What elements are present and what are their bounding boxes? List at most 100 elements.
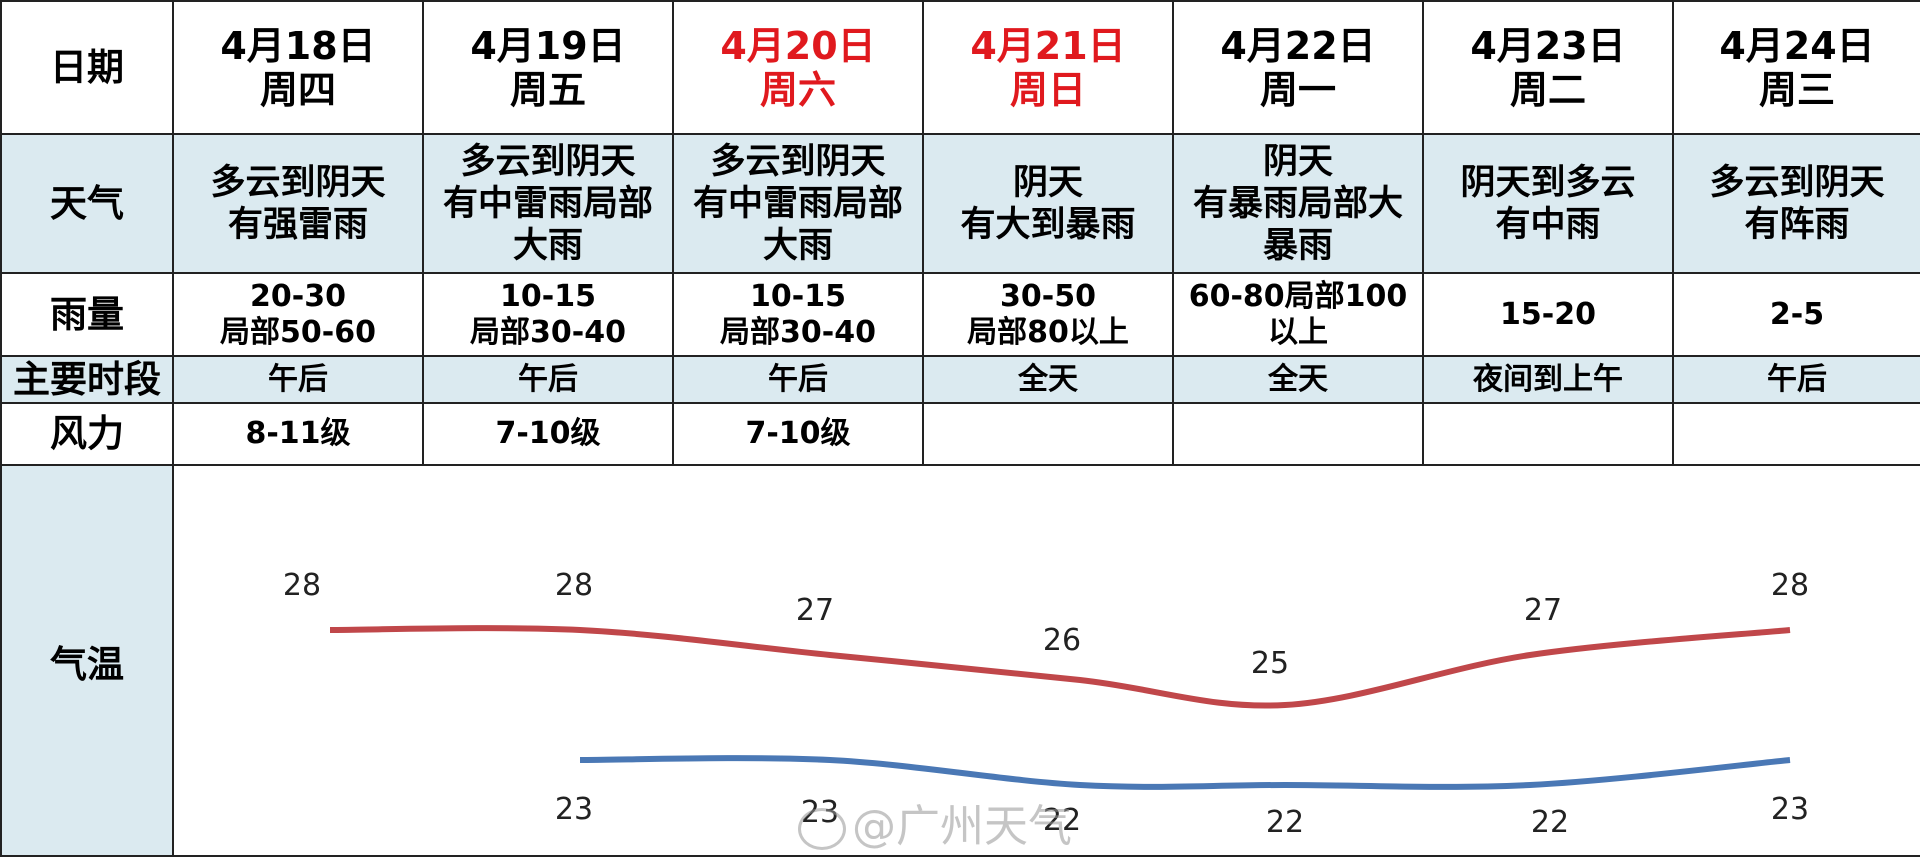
- rain-cell: 30-50 局部80以上: [922, 272, 1174, 357]
- rain-cell: 10-15 局部30-40: [672, 272, 924, 357]
- weather-line: 多云到阴天: [210, 162, 386, 203]
- weather-line: 阴天到多云: [1460, 162, 1636, 203]
- weather-row: 天气 多云到阴天 有强雷雨 多云到阴天 有中雷雨局部 大雨 多云到阴天 有中雷雨局部 大雨 阴天…: [0, 133, 1920, 274]
- wind-cell: [1672, 402, 1920, 466]
- wind-cell: 7-10级: [672, 402, 924, 466]
- wind-cell: [1422, 402, 1674, 466]
- weather-cell: 多云到阴天 有强雷雨: [172, 133, 424, 274]
- rain-cell: 20-30 局部50-60: [172, 272, 424, 357]
- weekday-text: 周六: [759, 67, 836, 112]
- rain-cell: 2-5: [1672, 272, 1920, 357]
- weather-row-label: 天气: [0, 133, 174, 274]
- weather-line: 有暴雨局部大: [1192, 183, 1403, 224]
- rain-line: 10-15: [750, 278, 846, 314]
- date-row-label: 日期: [0, 0, 174, 135]
- low-temp-label: 22: [1266, 805, 1304, 840]
- weekday-text: 周一: [1259, 67, 1336, 112]
- rain-cell: 15-20: [1422, 272, 1674, 357]
- high-temp-label: 25: [1251, 646, 1289, 681]
- weekday-text: 周二: [1509, 67, 1586, 112]
- rain-line: 局部80以上: [967, 314, 1129, 350]
- date-cell: 4月24日 周三: [1672, 0, 1920, 135]
- wind-row-label: 风力: [0, 402, 174, 466]
- high-temp-label: 27: [796, 593, 834, 628]
- temp-chart-area: [172, 464, 1920, 857]
- date-cell: 4月20日 周六: [672, 0, 924, 135]
- weather-cell: 多云到阴天 有中雷雨局部 大雨: [422, 133, 674, 274]
- rain-line: 20-30: [250, 278, 346, 314]
- weather-cell: 阴天到多云 有中雨: [1422, 133, 1674, 274]
- date-text: 4月20日: [720, 23, 876, 68]
- weather-line: 有大到暴雨: [960, 204, 1136, 245]
- temp-row-label: 气温: [0, 464, 174, 857]
- weather-cell: 阴天 有大到暴雨: [922, 133, 1174, 274]
- date-text: 4月22日: [1220, 23, 1376, 68]
- date-text: 4月23日: [1470, 23, 1626, 68]
- watermark-text: @广州天气: [852, 801, 1072, 852]
- date-text: 4月18日: [220, 23, 376, 68]
- weather-line: 阴天: [1262, 141, 1333, 182]
- high-temp-label: 26: [1043, 623, 1081, 658]
- rain-line: 10-15: [500, 278, 596, 314]
- period-cell: 午后: [1672, 355, 1920, 404]
- date-cell: 4月23日 周二: [1422, 0, 1674, 135]
- period-row: 主要时段 午后 午后 午后 全天 全天 夜间到上午 午后: [0, 355, 1920, 404]
- rain-row: 雨量 20-30 局部50-60 10-15 局部30-40 10-15 局部30-40 3…: [0, 272, 1920, 357]
- rain-line: 30-50: [1000, 278, 1096, 314]
- weather-cell: 多云到阴天 有阵雨: [1672, 133, 1920, 274]
- temp-row: 气温: [0, 464, 1920, 857]
- low-temp-label: 22: [1531, 805, 1569, 840]
- date-cell: 4月18日 周四: [172, 0, 424, 135]
- date-cell: 4月22日 周一: [1172, 0, 1424, 135]
- wind-cell: 7-10级: [422, 402, 674, 466]
- weather-line: 有中雷雨局部: [692, 183, 903, 224]
- rain-line: 局部30-40: [470, 314, 626, 350]
- wind-cell: 8-11级: [172, 402, 424, 466]
- period-cell: 午后: [172, 355, 424, 404]
- wind-cell: [922, 402, 1174, 466]
- weather-cell: 多云到阴天 有中雷雨局部 大雨: [672, 133, 924, 274]
- weather-line: 大雨: [512, 225, 583, 266]
- weekday-text: 周日: [1009, 67, 1086, 112]
- weekday-text: 周四: [259, 67, 336, 112]
- wind-row: 风力 8-11级 7-10级 7-10级: [0, 402, 1920, 466]
- rain-line: 60-80局部100: [1188, 278, 1408, 314]
- date-text: 4月24日: [1719, 23, 1875, 68]
- high-temp-label: 28: [283, 568, 321, 603]
- rain-line: 以上: [1268, 314, 1328, 350]
- weather-line: 有中雷雨局部: [442, 183, 653, 224]
- low-temp-label: 23: [555, 792, 593, 827]
- rain-line: 15-20: [1500, 296, 1596, 332]
- period-cell: 夜间到上午: [1422, 355, 1674, 404]
- rain-line: 局部50-60: [220, 314, 376, 350]
- weather-line: 多云到阴天: [460, 141, 636, 182]
- weekday-text: 周三: [1758, 67, 1835, 112]
- rain-cell: 60-80局部100 以上: [1172, 272, 1424, 357]
- low-temp-label: 23: [1771, 792, 1809, 827]
- rain-line: 2-5: [1769, 296, 1825, 332]
- period-cell: 午后: [672, 355, 924, 404]
- weather-line: 有阵雨: [1744, 204, 1850, 245]
- date-cell: 4月21日 周日: [922, 0, 1174, 135]
- low-temp-label: 22: [1043, 803, 1081, 838]
- weather-line: 大雨: [762, 225, 833, 266]
- high-temp-label: 28: [1771, 568, 1809, 603]
- weather-line: 多云到阴天: [710, 141, 886, 182]
- high-temp-label: 27: [1524, 593, 1562, 628]
- weather-line: 有中雨: [1495, 204, 1601, 245]
- rain-line: 局部30-40: [720, 314, 876, 350]
- date-row: 日期 4月18日 周四 4月19日 周五 4月20日 周六 4月21日 周日 4月22日 周一 4月…: [0, 0, 1920, 135]
- wind-cell: [1172, 402, 1424, 466]
- high-temp-label: 28: [555, 568, 593, 603]
- weibo-logo-icon: [798, 808, 846, 850]
- weather-line: 暴雨: [1262, 225, 1333, 266]
- period-cell: 全天: [922, 355, 1174, 404]
- period-row-label: 主要时段: [0, 355, 174, 404]
- weather-line: 阴天: [1012, 162, 1083, 203]
- date-text: 4月21日: [970, 23, 1126, 68]
- weather-line: 多云到阴天: [1709, 162, 1885, 203]
- rain-row-label: 雨量: [0, 272, 174, 357]
- period-cell: 全天: [1172, 355, 1424, 404]
- date-cell: 4月19日 周五: [422, 0, 674, 135]
